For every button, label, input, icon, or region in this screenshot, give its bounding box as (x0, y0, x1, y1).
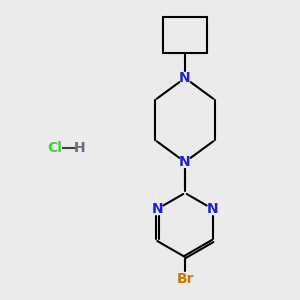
Text: Br: Br (176, 272, 194, 286)
Text: N: N (179, 71, 191, 85)
Text: N: N (207, 202, 218, 216)
Text: H: H (74, 141, 86, 155)
Text: N: N (179, 155, 191, 169)
Text: N: N (152, 202, 163, 216)
Text: Cl: Cl (48, 141, 62, 155)
